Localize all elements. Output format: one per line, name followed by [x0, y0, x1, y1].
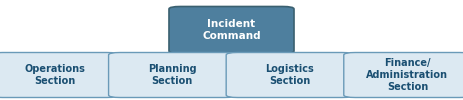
FancyBboxPatch shape [344, 52, 463, 98]
FancyBboxPatch shape [169, 6, 294, 54]
Text: Incident
Command: Incident Command [202, 19, 261, 41]
FancyBboxPatch shape [0, 52, 119, 98]
Text: Finance/
Administration
Section: Finance/ Administration Section [366, 58, 449, 92]
FancyBboxPatch shape [226, 52, 354, 98]
Text: Logistics
Section: Logistics Section [265, 64, 314, 86]
FancyBboxPatch shape [109, 52, 236, 98]
Text: Operations
Section: Operations Section [24, 64, 85, 86]
Text: Planning
Section: Planning Section [148, 64, 197, 86]
